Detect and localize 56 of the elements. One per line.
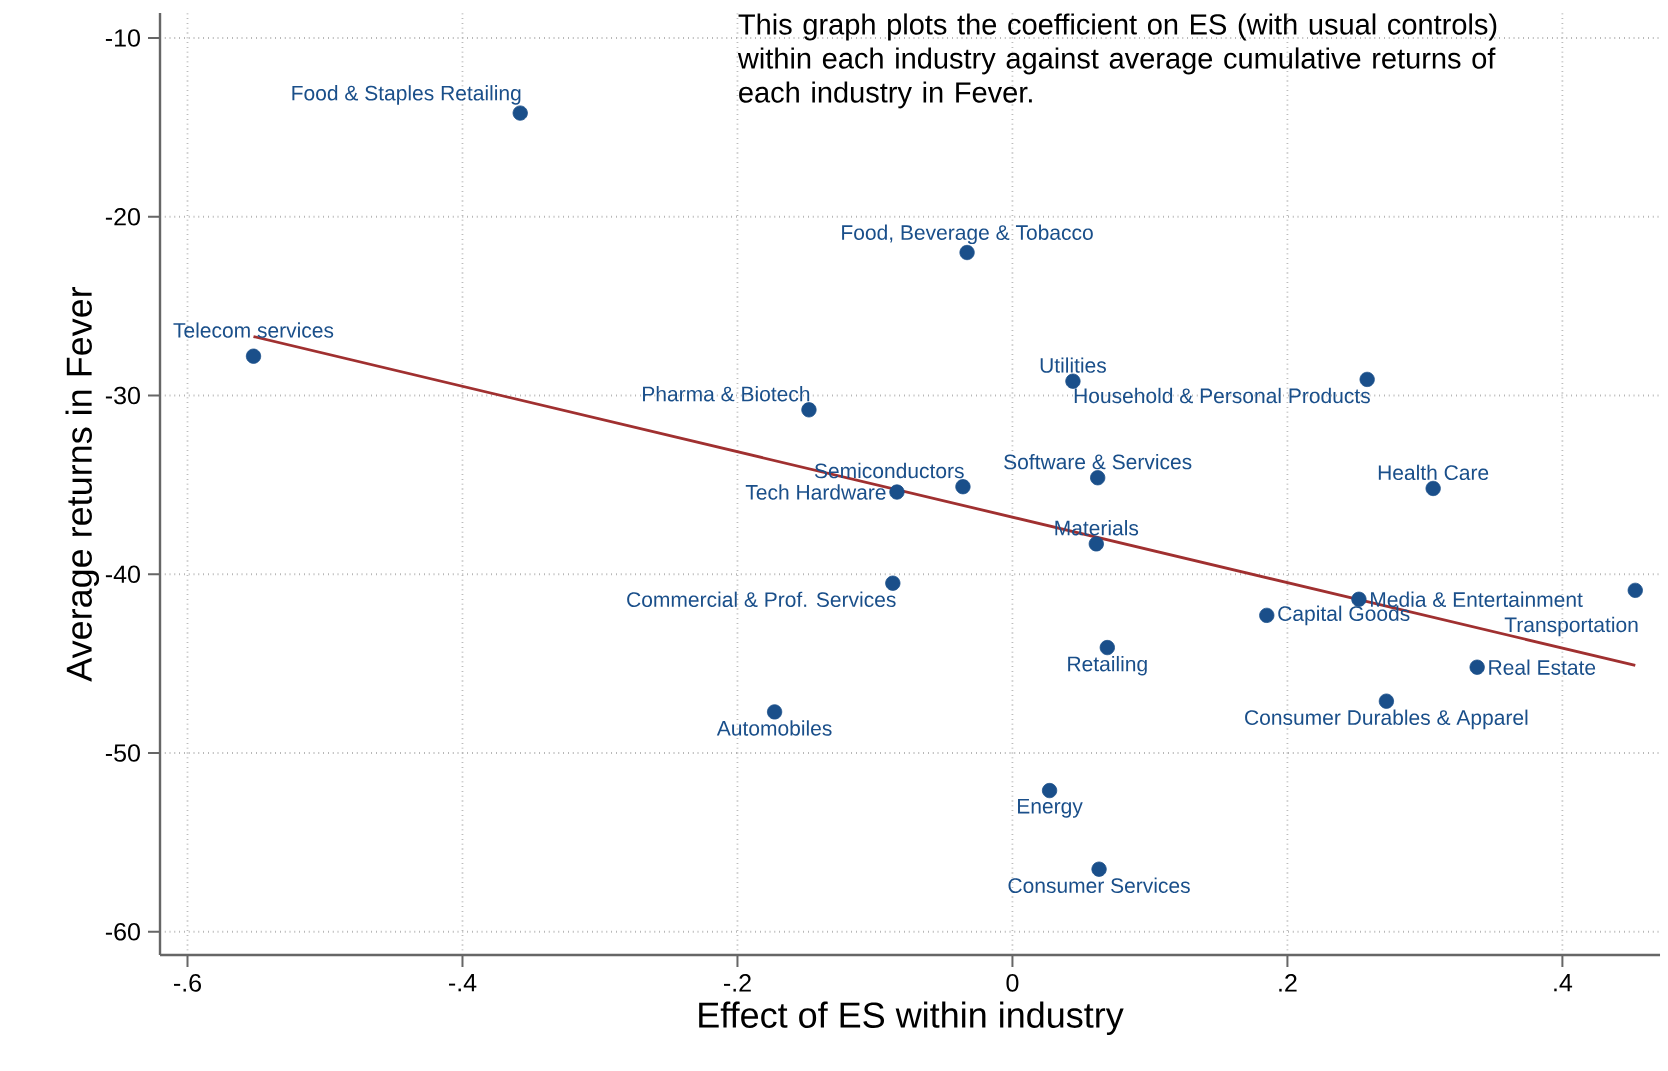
point	[1469, 659, 1485, 675]
annotation: Capital Goods	[1278, 605, 1410, 626]
annotation: Energy	[1018, 798, 1083, 818]
point	[889, 484, 905, 500]
annotation: Retailing	[1068, 655, 1147, 676]
annotation: Automobiles	[716, 720, 832, 736]
point	[245, 348, 262, 364]
annotation: Semiconductors	[814, 462, 964, 479]
x-tick-label: .2	[1279, 974, 1297, 992]
point	[801, 402, 817, 418]
y-tick-label: -20	[105, 207, 140, 226]
point	[1065, 373, 1081, 389]
annotation: Tech Hardware	[745, 484, 886, 500]
point	[959, 244, 975, 261]
point	[1425, 480, 1441, 497]
point	[1088, 536, 1104, 552]
annotation: This graph plots the coefficient on ES (with usual controls) within each industry against average cumulative returns of each industry in Fever.	[737, 13, 1497, 109]
point	[1090, 470, 1106, 486]
point	[766, 704, 783, 720]
y-tick-label: -30	[105, 386, 140, 405]
point	[1091, 861, 1107, 877]
annotation: Real Estate	[1489, 659, 1596, 675]
point	[1099, 639, 1115, 656]
annotation: Pharma & Biotech	[643, 386, 810, 402]
point	[1041, 782, 1058, 799]
x-tick-label: -.2	[723, 974, 751, 992]
x-axis-title: Effect of ES within industry	[699, 1001, 1124, 1036]
annotation: Household & Personal Products	[1074, 387, 1370, 404]
point	[512, 105, 528, 121]
point	[1627, 582, 1643, 598]
point	[955, 479, 971, 495]
annotation: Telecom services	[173, 322, 334, 338]
y-tick-label: -60	[105, 922, 140, 941]
annotation: Food, Beverage & Tobacco	[842, 224, 1093, 245]
annotation: Commercial & Prof. Services	[627, 591, 896, 608]
annotation: Consumer Services	[1008, 877, 1190, 894]
annotation: Food & Staples Retailing	[292, 85, 521, 105]
annotation: Health Care	[1378, 464, 1489, 481]
y-tick-label: -40	[105, 565, 140, 584]
annotation: Software & Services	[1004, 453, 1192, 470]
annotation: Materials	[1055, 520, 1139, 536]
y-tick-label: -10	[105, 29, 140, 47]
y-axis-title: Average returns in Fever	[65, 286, 100, 682]
annotation: Transportation	[1504, 616, 1638, 637]
point	[1259, 607, 1275, 623]
y-tick-label: -50	[105, 744, 140, 762]
x-tick-label: -.4	[448, 974, 477, 992]
x-tick-label: .4	[1554, 974, 1573, 992]
point	[1359, 371, 1375, 388]
point	[885, 575, 901, 591]
annotation: Utilities	[1040, 357, 1106, 373]
point	[1378, 693, 1395, 709]
annotation: Media & Entertainment	[1371, 591, 1583, 608]
x-tick-label: -.6	[174, 974, 201, 992]
x-tick-label: 0	[1006, 974, 1019, 992]
annotation: Consumer Durables & Apparel	[1245, 709, 1528, 730]
